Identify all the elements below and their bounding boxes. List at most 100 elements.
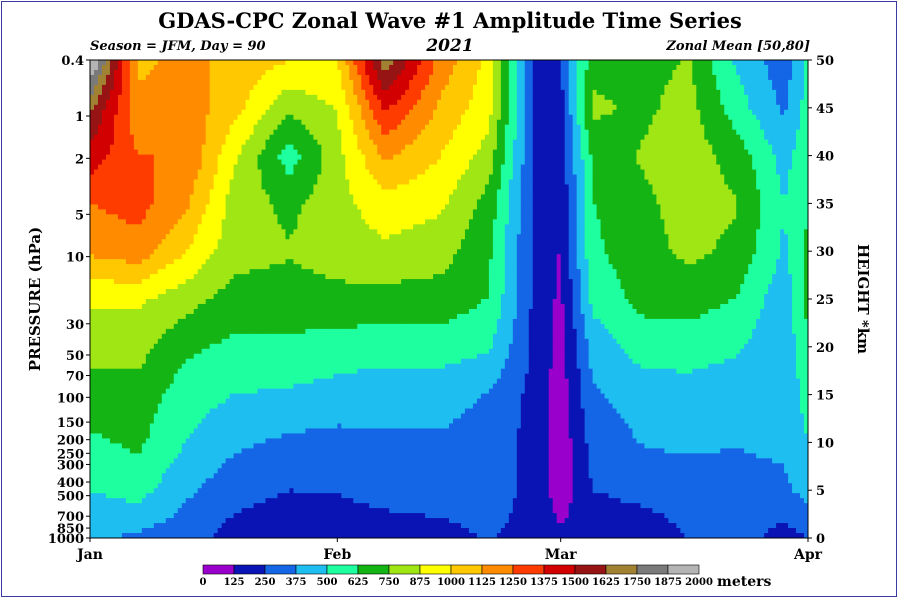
heatmap-cell (285, 144, 291, 151)
heatmap-cell (488, 159, 494, 166)
heatmap-cell (472, 74, 478, 81)
heatmap-cell (600, 104, 606, 111)
heatmap-cell (468, 184, 474, 191)
heatmap-cell (397, 154, 402, 161)
heatmap-cell (441, 159, 446, 166)
heatmap-cell (536, 129, 542, 136)
heatmap-cell (281, 79, 287, 86)
heatmap-cell (768, 104, 773, 111)
heatmap-cell (417, 60, 422, 66)
heatmap-cell (756, 134, 761, 141)
heatmap-cell (257, 139, 263, 146)
heatmap-cell (365, 184, 370, 191)
heatmap-cell (772, 129, 777, 136)
heatmap-cell (109, 189, 115, 196)
heatmap-cell (560, 64, 566, 71)
heatmap-cell (101, 94, 107, 101)
heatmap-cell (596, 79, 602, 86)
heatmap-cell (708, 179, 713, 186)
heatmap-cell (708, 119, 713, 126)
heatmap-cell (321, 139, 326, 146)
heatmap-cell (660, 149, 665, 156)
heatmap-cell (389, 174, 394, 181)
heatmap-cell (748, 169, 753, 176)
heatmap-cell (389, 74, 394, 81)
heatmap-cell (672, 114, 677, 121)
heatmap-cell (137, 79, 143, 86)
heatmap-cell (668, 114, 673, 121)
heatmap-cell (684, 174, 689, 181)
heatmap-cell (476, 174, 482, 181)
heatmap-cell (776, 74, 781, 81)
heatmap-cell (540, 114, 546, 121)
heatmap-cell (281, 69, 287, 76)
heatmap-cell (588, 159, 594, 166)
heatmap-cell (508, 194, 514, 201)
heatmap-cell (764, 129, 769, 136)
heatmap-cell (540, 74, 546, 81)
heatmap-cell (421, 64, 426, 71)
heatmap-cell (357, 169, 362, 176)
heatmap-cell (441, 189, 446, 196)
heatmap-cell (516, 74, 522, 81)
heatmap-cell (105, 99, 111, 106)
heatmap-cell (744, 184, 749, 191)
heatmap-cell (377, 69, 382, 76)
heatmap-cell (552, 124, 558, 131)
heatmap-cell (341, 94, 346, 101)
heatmap-cell (460, 84, 466, 91)
heatmap-cell (353, 134, 358, 141)
heatmap-cell (488, 60, 494, 66)
heatmap-cell (752, 64, 757, 71)
heatmap-cell (221, 134, 227, 141)
heatmap-cell (680, 164, 685, 171)
heatmap-cell (173, 154, 179, 161)
heatmap-cell (377, 64, 382, 71)
heatmap-cell (109, 89, 115, 96)
heatmap-cell (720, 154, 725, 161)
heatmap-cell (648, 159, 654, 166)
heatmap-cell (756, 60, 761, 66)
heatmap-cell (169, 60, 175, 66)
heatmap-cell (309, 119, 314, 126)
heatmap-cell (397, 109, 402, 116)
heatmap-cell (480, 149, 486, 156)
heatmap-cell (225, 184, 231, 191)
heatmap-cell (381, 79, 386, 86)
heatmap-cell (129, 114, 135, 121)
heatmap-cell (804, 159, 808, 166)
heatmap-cell (425, 164, 430, 171)
heatmap-cell (624, 64, 630, 71)
heatmap-cell (580, 119, 586, 126)
heatmap-cell (229, 119, 235, 126)
heatmap-cell (405, 159, 410, 166)
heatmap-cell (608, 79, 614, 86)
heatmap-cell (648, 139, 654, 146)
heatmap-cell (620, 119, 626, 126)
heatmap-cell (90, 129, 95, 136)
heatmap-cell (640, 119, 646, 126)
heatmap-cell (445, 154, 450, 161)
heatmap-cell (564, 179, 570, 186)
heatmap-cell (189, 139, 195, 146)
heatmap-cell (684, 139, 689, 146)
heatmap-cell (788, 129, 793, 136)
heatmap-cell (261, 139, 267, 146)
heatmap-cell (756, 159, 761, 166)
heatmap-cell (393, 109, 398, 116)
heatmap-cell (105, 64, 111, 71)
heatmap-cell (476, 164, 482, 171)
heatmap-cell (528, 99, 534, 106)
heatmap-cell (225, 119, 231, 126)
heatmap-cell (293, 189, 299, 196)
heatmap-cell (165, 159, 171, 166)
heatmap-cell (401, 164, 406, 171)
heatmap-cell (377, 154, 382, 161)
heatmap-cell (524, 184, 530, 191)
heatmap-cell (385, 179, 390, 186)
heatmap-cell (456, 149, 462, 156)
heatmap-cell (696, 129, 701, 136)
heatmap-cell (233, 139, 239, 146)
heatmap-cell (772, 60, 777, 66)
heatmap-cell (377, 89, 382, 96)
